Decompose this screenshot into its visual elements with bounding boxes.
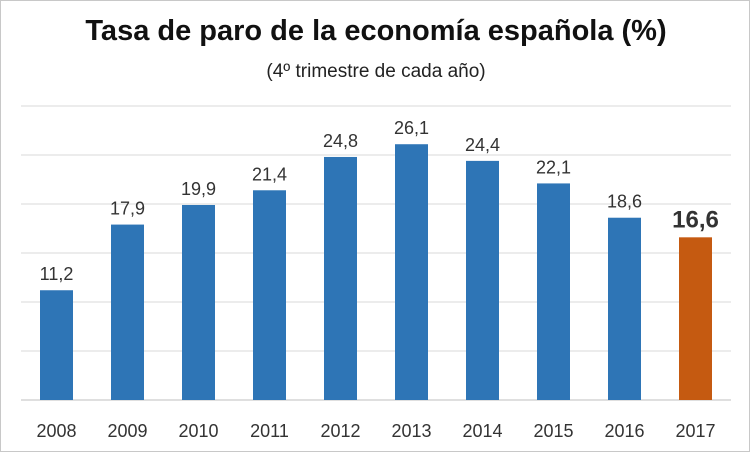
bar <box>111 224 144 400</box>
bar <box>537 183 570 400</box>
data-label: 22,1 <box>536 157 571 177</box>
data-label: 24,4 <box>465 135 500 155</box>
data-label: 18,6 <box>607 192 642 212</box>
x-tick-label: 2011 <box>250 421 289 441</box>
x-tick-label: 2016 <box>604 421 644 441</box>
data-label: 17,9 <box>110 199 145 219</box>
data-label: 19,9 <box>181 179 216 199</box>
bar <box>182 204 215 400</box>
bar <box>608 217 641 400</box>
data-label: 16,6 <box>672 206 719 233</box>
data-label: 26,1 <box>394 118 429 138</box>
x-tick-label: 2009 <box>107 421 147 441</box>
bar <box>324 156 357 400</box>
x-tick-label: 2008 <box>36 421 76 441</box>
data-label: 24,8 <box>323 131 358 151</box>
bar <box>679 237 712 400</box>
x-tick-label: 2012 <box>320 421 360 441</box>
bar <box>253 190 286 400</box>
bar <box>395 144 428 400</box>
x-tick-label: 2015 <box>533 421 573 441</box>
bar <box>40 290 73 400</box>
x-tick-label: 2017 <box>675 421 715 441</box>
x-tick-label: 2013 <box>391 421 431 441</box>
x-tick-label: 2010 <box>178 421 218 441</box>
chart-title: Tasa de paro de la economía española (%) <box>85 15 667 47</box>
data-label: 11,2 <box>40 264 74 284</box>
data-label: 21,4 <box>252 164 287 184</box>
x-tick-label: 2014 <box>462 421 502 441</box>
bar <box>466 160 499 400</box>
chart-subtitle: (4º trimestre de cada año) <box>266 61 486 82</box>
